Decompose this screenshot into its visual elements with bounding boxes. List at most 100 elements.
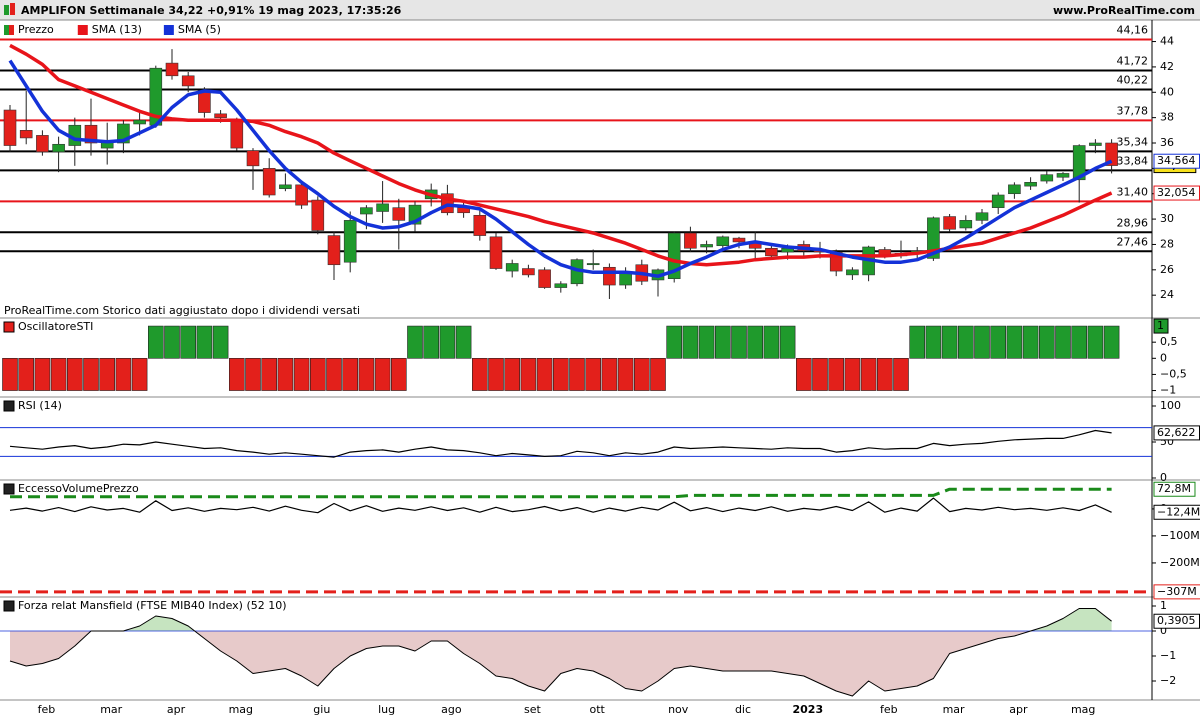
bar: [763, 325, 780, 359]
bar: [844, 358, 861, 391]
bar: [536, 358, 553, 391]
candle-body: [262, 168, 276, 196]
candle-body: [1024, 182, 1037, 187]
level-label: 31,40: [1117, 185, 1149, 198]
y-tick-label: −1: [1160, 649, 1176, 662]
series-line: [10, 487, 1112, 499]
series-line: [9, 497, 1112, 514]
candle-body: [1072, 145, 1086, 181]
bar: [131, 358, 148, 391]
bar: [860, 358, 877, 391]
bar: [941, 325, 958, 359]
x-tick-label: 2023: [792, 703, 823, 716]
x-tick-label: nov: [668, 703, 689, 716]
candle-body: [1089, 142, 1102, 146]
bar: [957, 325, 974, 359]
bar: [795, 358, 812, 391]
level-label: 44,16: [1117, 24, 1149, 37]
candle-body: [19, 130, 33, 139]
candle-body: [667, 232, 681, 279]
y-tick-label: 0: [1160, 471, 1167, 484]
bar: [488, 358, 504, 391]
candle-body: [554, 283, 568, 288]
x-tick-label: mar: [943, 703, 965, 716]
candle-body: [684, 232, 697, 249]
bar: [585, 358, 602, 391]
panel-title: EccessoVolumePrezzo: [18, 482, 139, 495]
bar: [828, 358, 845, 391]
candle-body: [522, 268, 535, 276]
bar: [423, 325, 440, 359]
bar: [601, 358, 618, 391]
bar: [83, 358, 99, 391]
candle-body: [230, 119, 244, 149]
y-tick-label: 44: [1160, 35, 1174, 48]
y-tick-label: −200M: [1160, 556, 1200, 569]
panel-title: RSI (14): [18, 399, 62, 412]
candle-body: [505, 263, 519, 272]
bar: [682, 325, 699, 359]
candle-body: [343, 220, 357, 263]
x-tick-label: feb: [38, 703, 56, 716]
bar: [358, 358, 375, 391]
candle-body: [586, 263, 600, 266]
bar: [261, 358, 278, 391]
y-tick-label: 0: [1160, 624, 1167, 637]
y-tick-label: 38: [1160, 111, 1174, 124]
level-label: 33,84: [1117, 154, 1149, 167]
bar: [876, 358, 893, 391]
y-tick-label: 26: [1160, 263, 1174, 276]
bar: [925, 325, 942, 359]
x-tick-label: lug: [378, 703, 395, 716]
candle-body: [36, 135, 49, 153]
candle-body: [52, 143, 65, 153]
bar: [342, 358, 359, 391]
value-label: −307M: [1157, 585, 1197, 598]
legend-icon: [4, 25, 9, 35]
area-negative: [10, 631, 1112, 696]
candle-body: [991, 194, 1005, 208]
bar: [1071, 325, 1087, 359]
bar: [714, 325, 731, 359]
legend-label: Prezzo: [18, 23, 54, 36]
bar: [390, 358, 407, 391]
bar: [974, 325, 990, 359]
chart-note: ProRealTime.com Storico dati aggiustato …: [4, 304, 360, 317]
value-box: [1153, 504, 1200, 520]
candle-body: [246, 150, 260, 167]
bar: [439, 325, 456, 359]
x-tick-label: apr: [1009, 703, 1028, 716]
candle-body: [943, 216, 956, 230]
level-label: 35,34: [1117, 135, 1149, 148]
bar: [326, 358, 342, 391]
x-tick-label: mar: [100, 703, 122, 716]
candle-body: [538, 269, 551, 288]
bar: [909, 325, 926, 359]
level-label: 41,72: [1117, 54, 1149, 67]
value-label: −12,4M: [1157, 505, 1200, 518]
panel-icon: [3, 400, 15, 412]
bar: [731, 325, 747, 359]
value-label: 1: [1157, 319, 1164, 332]
value-label: 72,8M: [1157, 482, 1191, 495]
bar: [633, 358, 650, 391]
candle-body: [959, 220, 973, 229]
bar: [164, 325, 180, 359]
value-box: [1153, 584, 1200, 600]
bar: [293, 358, 310, 391]
x-tick-label: feb: [880, 703, 898, 716]
bar: [212, 325, 229, 359]
y-tick-label: −2: [1160, 674, 1176, 687]
legend-label: SMA (13): [92, 23, 142, 36]
bar: [115, 358, 132, 391]
bar: [617, 358, 634, 391]
candle-body: [473, 214, 487, 236]
candle-body: [376, 203, 389, 212]
legend-icon: [9, 25, 14, 35]
x-tick-label: mag: [229, 703, 253, 716]
candle-body: [732, 237, 746, 243]
series-line: [9, 43, 1113, 267]
bar: [779, 325, 796, 359]
